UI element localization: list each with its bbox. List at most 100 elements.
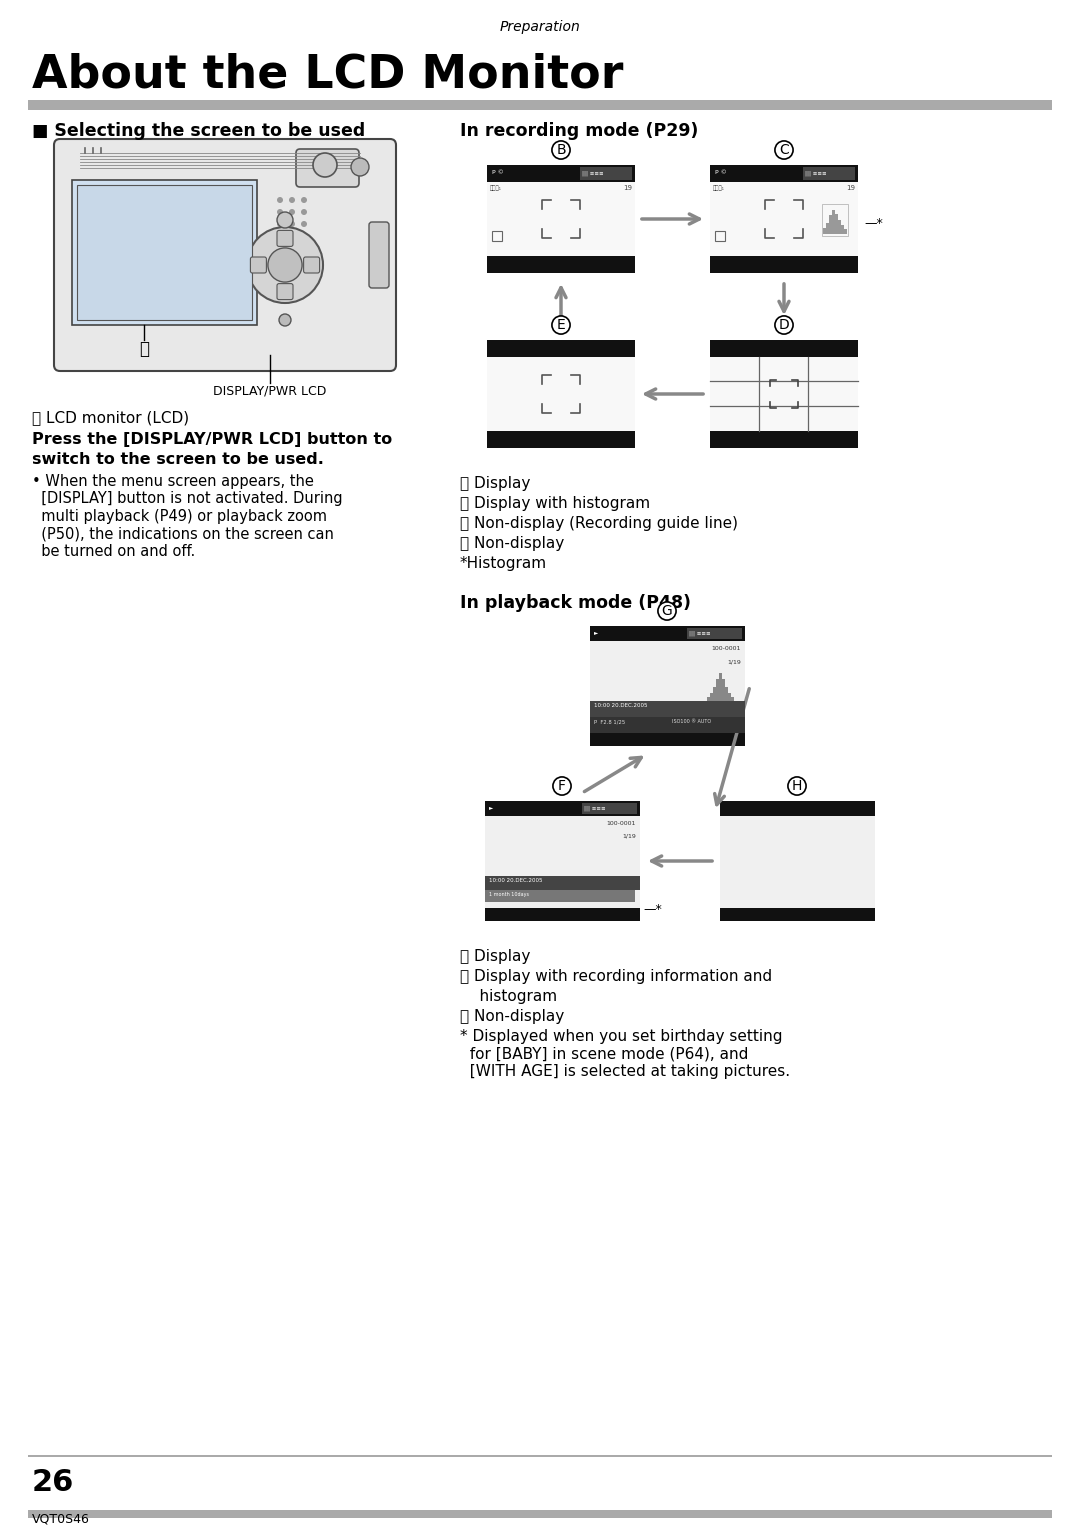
Circle shape (301, 209, 307, 215)
Bar (731, 696, 734, 701)
Text: ■ Selecting the screen to be used: ■ Selecting the screen to be used (32, 123, 365, 140)
Text: 19: 19 (846, 186, 855, 192)
Text: switch to the screen to be used.: switch to the screen to be used. (32, 453, 324, 466)
Text: Ⓕ Display: Ⓕ Display (460, 950, 530, 963)
Bar (487, 256, 635, 273)
Bar (725, 687, 728, 701)
Text: 10:00 20.DEC.2005: 10:00 20.DEC.2005 (489, 877, 542, 884)
Text: ISO100 ® AUTO: ISO100 ® AUTO (672, 719, 711, 724)
Bar (723, 680, 725, 701)
Bar (716, 680, 719, 701)
Bar (710, 341, 858, 357)
Text: In playback mode (P48): In playback mode (P48) (460, 594, 691, 612)
Circle shape (289, 196, 295, 202)
FancyBboxPatch shape (296, 149, 359, 187)
Text: 1 month 10days: 1 month 10days (489, 891, 529, 897)
Text: Ⓐ: Ⓐ (139, 341, 149, 357)
Text: P  F2.8 1/25: P F2.8 1/25 (594, 719, 625, 724)
Bar (28, 1509, 1052, 1519)
Text: ||| ≡≡≡: ||| ≡≡≡ (689, 630, 711, 635)
Bar (835, 215, 838, 235)
Text: ||| ≡≡≡: ||| ≡≡≡ (584, 805, 606, 811)
Text: Press the [DISPLAY/PWR LCD] button to: Press the [DISPLAY/PWR LCD] button to (32, 433, 392, 446)
Bar (487, 357, 635, 431)
Bar (829, 215, 832, 235)
Bar (822, 204, 848, 236)
Bar (710, 183, 858, 256)
Circle shape (351, 158, 369, 176)
Text: Ⓓ Non-display (Recording guide line): Ⓓ Non-display (Recording guide line) (460, 515, 738, 531)
Bar (687, 627, 742, 640)
FancyBboxPatch shape (251, 258, 267, 273)
Text: Preparation: Preparation (500, 20, 580, 34)
Text: 100-0001: 100-0001 (607, 821, 636, 825)
Text: DISPLAY/PWR LCD: DISPLAY/PWR LCD (214, 385, 326, 397)
Text: Ⓖ Display with recording information and: Ⓖ Display with recording information and (460, 969, 772, 983)
Text: ⒶⒶⒶ₁: ⒶⒶⒶ₁ (713, 186, 725, 190)
Bar (710, 166, 858, 183)
Bar (580, 167, 632, 179)
Bar (728, 693, 731, 701)
Circle shape (247, 227, 323, 304)
Text: ||| ≡≡≡: ||| ≡≡≡ (582, 170, 604, 176)
Bar (485, 801, 640, 816)
Text: —*: —* (864, 218, 882, 230)
Bar (715, 232, 725, 241)
Text: 19: 19 (623, 186, 632, 192)
Bar (804, 167, 855, 179)
Text: Ⓔ Non-display: Ⓔ Non-display (460, 535, 564, 551)
FancyBboxPatch shape (303, 258, 320, 273)
Circle shape (313, 153, 337, 176)
Circle shape (276, 209, 283, 215)
Bar (77, 186, 252, 321)
Bar (590, 641, 745, 733)
Text: —*: —* (643, 902, 662, 916)
Text: P ©: P © (492, 170, 504, 175)
FancyBboxPatch shape (276, 230, 293, 247)
Bar (590, 716, 745, 733)
Bar (710, 431, 858, 448)
Bar (487, 431, 635, 448)
Text: 100-0001: 100-0001 (712, 646, 741, 650)
Text: * Displayed when you set birthday setting
  for [BABY] in scene mode (P64), and
: * Displayed when you set birthday settin… (460, 1029, 791, 1078)
Text: Ⓐ LCD monitor (LCD): Ⓐ LCD monitor (LCD) (32, 410, 189, 425)
Bar (710, 693, 713, 701)
Bar (838, 219, 841, 235)
Bar (841, 225, 843, 235)
Bar (72, 179, 257, 325)
Circle shape (301, 221, 307, 227)
Text: D: D (779, 318, 789, 331)
Text: ||| ≡≡≡: ||| ≡≡≡ (805, 170, 826, 176)
Text: *Histogram: *Histogram (460, 555, 548, 571)
Text: G: G (662, 604, 673, 618)
FancyBboxPatch shape (369, 222, 389, 288)
Bar (719, 673, 723, 701)
Bar (487, 166, 635, 183)
Text: ⒶⒶⒶ₁: ⒶⒶⒶ₁ (490, 186, 502, 190)
Text: In recording mode (P29): In recording mode (P29) (460, 123, 699, 140)
Circle shape (279, 314, 291, 327)
Bar (832, 210, 835, 235)
Bar (826, 222, 829, 235)
Bar (487, 183, 635, 256)
Bar (720, 801, 875, 816)
Text: ►: ► (489, 805, 494, 810)
Circle shape (289, 221, 295, 227)
Text: E: E (556, 318, 565, 331)
Bar (707, 696, 710, 701)
Text: B: B (556, 143, 566, 156)
Text: P ©: P © (715, 170, 727, 175)
Text: Ⓑ Display: Ⓑ Display (460, 476, 530, 491)
Text: VQT0S46: VQT0S46 (32, 1513, 90, 1525)
Bar (485, 876, 640, 890)
Bar (713, 687, 716, 701)
Bar (485, 816, 640, 908)
Circle shape (276, 212, 293, 229)
Bar (28, 1456, 1052, 1457)
Text: H: H (792, 779, 802, 793)
Circle shape (276, 221, 283, 227)
Bar (28, 100, 1052, 110)
Bar (485, 890, 635, 902)
Circle shape (276, 196, 283, 202)
FancyBboxPatch shape (54, 140, 396, 371)
